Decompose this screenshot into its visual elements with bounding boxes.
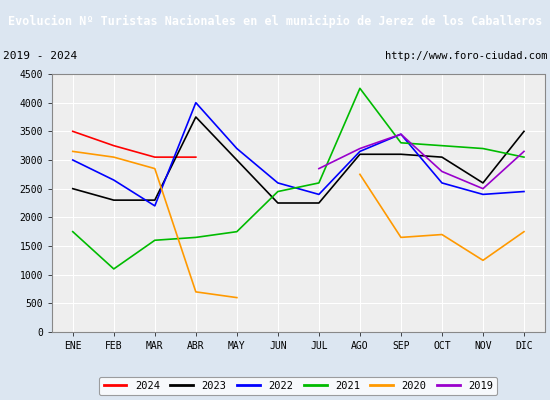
Legend: 2024, 2023, 2022, 2021, 2020, 2019: 2024, 2023, 2022, 2021, 2020, 2019 — [100, 377, 497, 395]
Text: 2019 - 2024: 2019 - 2024 — [3, 51, 77, 61]
Text: Evolucion Nº Turistas Nacionales en el municipio de Jerez de los Caballeros: Evolucion Nº Turistas Nacionales en el m… — [8, 14, 542, 28]
Text: http://www.foro-ciudad.com: http://www.foro-ciudad.com — [385, 51, 547, 61]
